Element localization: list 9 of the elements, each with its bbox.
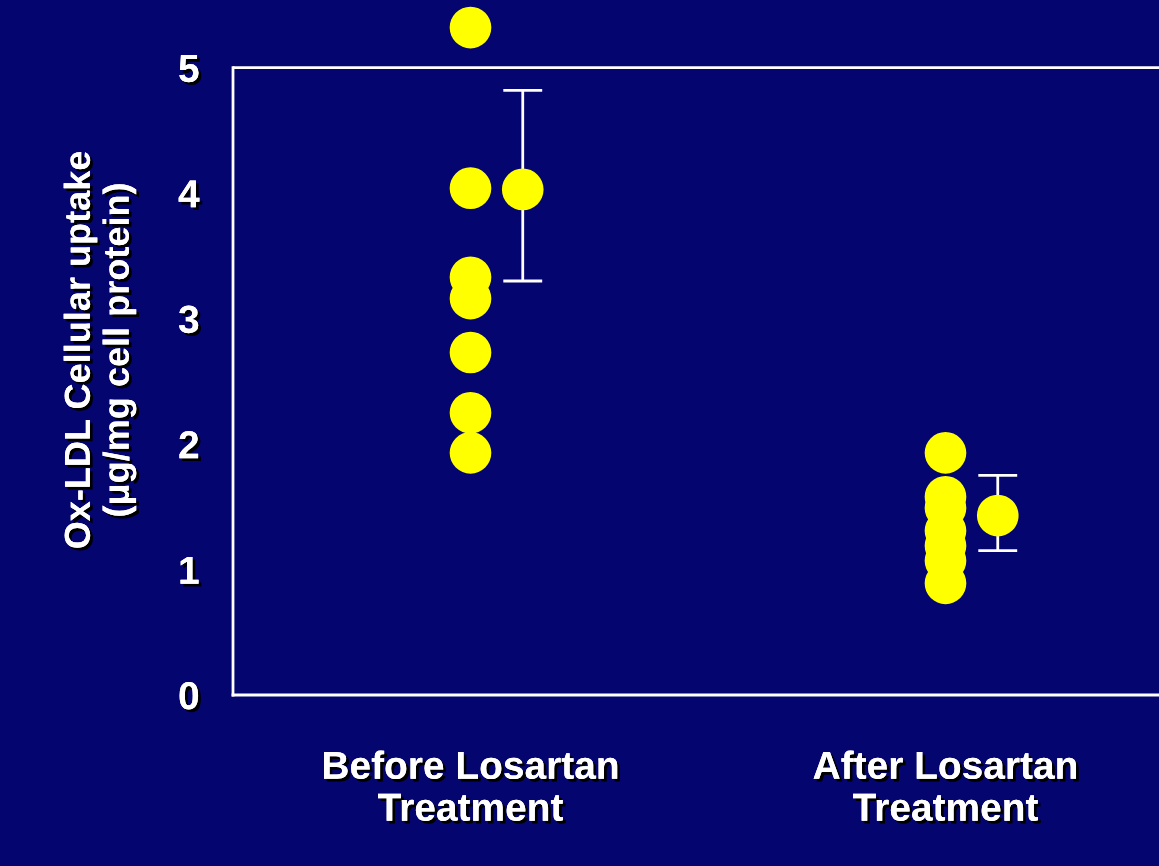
y-tick-label: 0 bbox=[179, 681, 201, 713]
x-tick-label: After Losartan Treatment bbox=[813, 750, 1079, 824]
x-tick-label: Before Losartan Treatment bbox=[324, 750, 620, 824]
y-tick-label: 2 bbox=[179, 431, 201, 461]
y-tick-label: 3 bbox=[178, 305, 202, 336]
y-tick-label: 5 bbox=[179, 55, 202, 85]
y-tick-label: 4 bbox=[178, 180, 203, 211]
y-tick-label: 1 bbox=[180, 556, 202, 587]
y-axis-title: Ox-LDL Cellular uptake (μg/mg cell protein) bbox=[63, 151, 140, 551]
